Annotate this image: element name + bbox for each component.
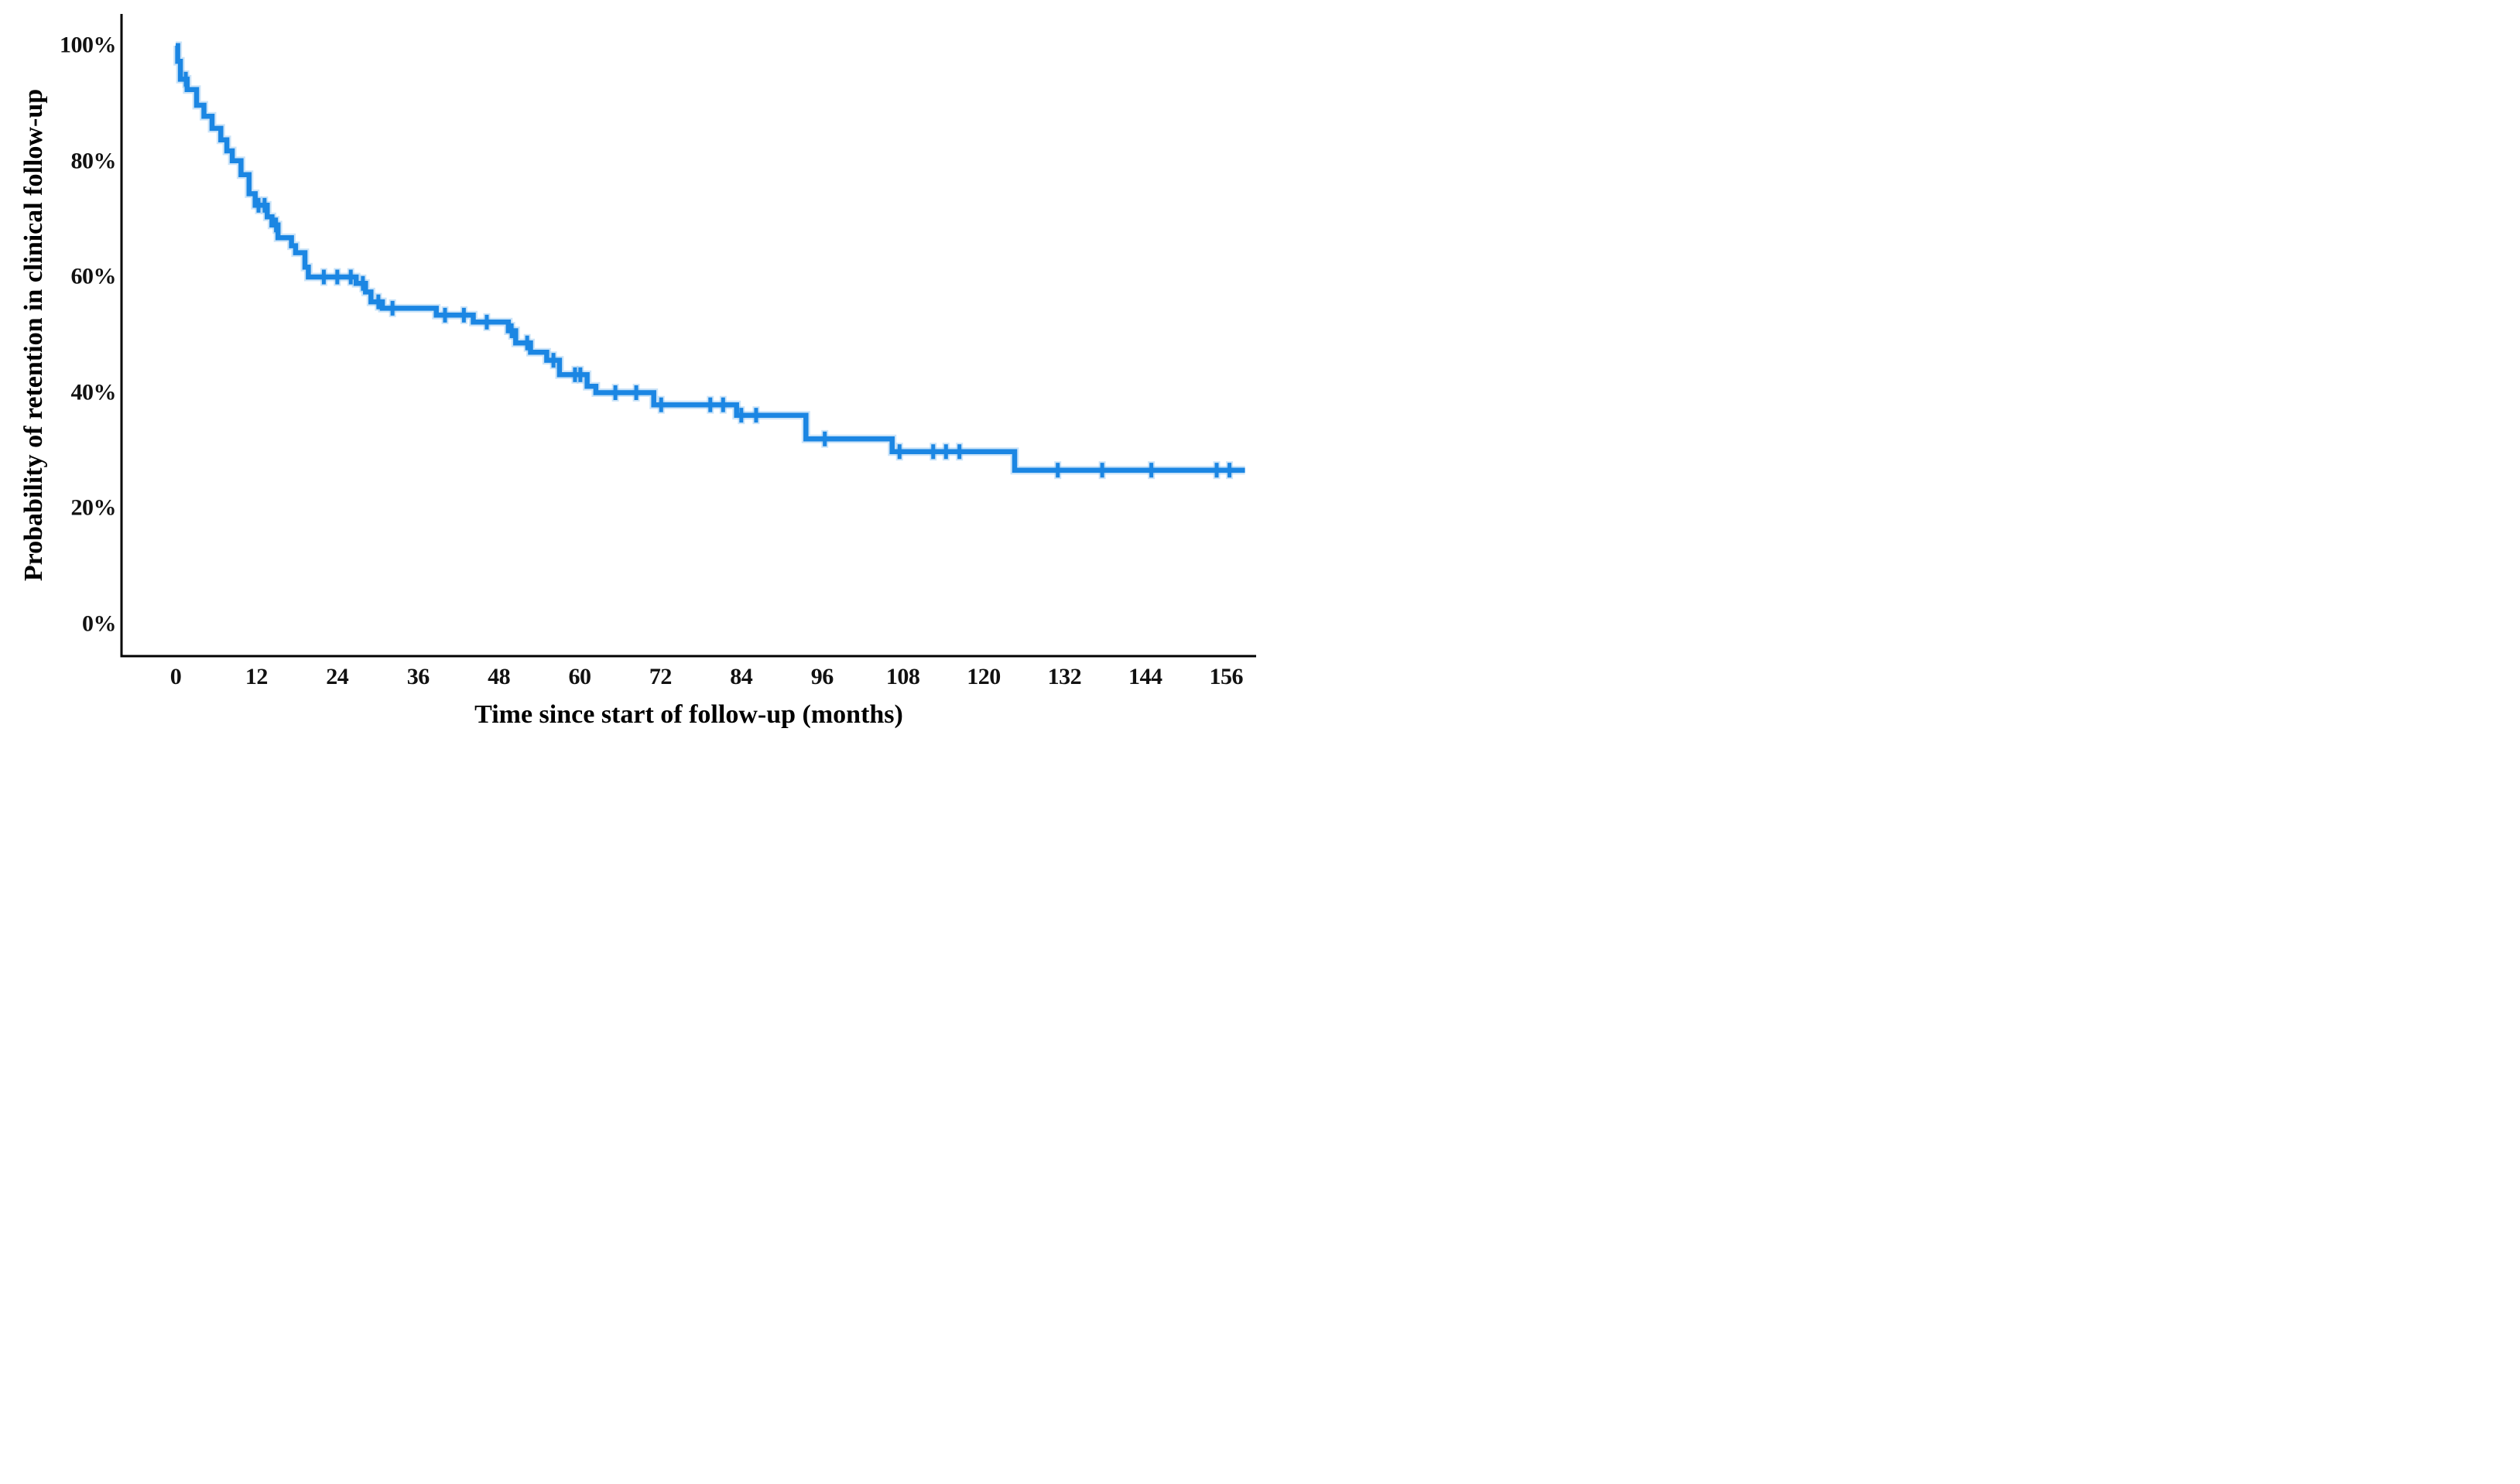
x-tick-label-72: 72 bbox=[649, 664, 673, 689]
y-tick-label-0: 0% bbox=[82, 610, 117, 636]
x-tick-label-24: 24 bbox=[326, 664, 349, 689]
y-tick-label-40: 40% bbox=[70, 378, 117, 405]
x-axis-title: Time since start of follow-up (months) bbox=[474, 700, 903, 729]
y-tick-label-80: 80% bbox=[70, 147, 117, 173]
x-tick-label-12: 12 bbox=[245, 664, 269, 689]
x-tick-label-84: 84 bbox=[730, 664, 753, 689]
y-tick-label-60: 60% bbox=[70, 263, 117, 289]
x-tick-label-144: 144 bbox=[1128, 664, 1162, 689]
y-tick-label-20: 20% bbox=[70, 494, 117, 521]
x-tick-label-36: 36 bbox=[406, 664, 430, 689]
x-tick-label-96: 96 bbox=[810, 664, 834, 689]
x-tick-label-132: 132 bbox=[1047, 664, 1082, 689]
x-tick-label-120: 120 bbox=[967, 664, 1001, 689]
y-tick-label-100: 100% bbox=[60, 32, 117, 58]
km-survival-figure: Probability of retention in clinical fol… bbox=[0, 0, 1260, 742]
x-tick-label-156: 156 bbox=[1209, 664, 1243, 689]
km-plot-canvas bbox=[120, 14, 1256, 658]
x-tick-label-0: 0 bbox=[169, 664, 182, 689]
x-tick-label-48: 48 bbox=[488, 664, 511, 689]
x-tick-label-60: 60 bbox=[568, 664, 592, 689]
x-tick-label-108: 108 bbox=[885, 664, 920, 689]
km-curve bbox=[175, 43, 1245, 473]
